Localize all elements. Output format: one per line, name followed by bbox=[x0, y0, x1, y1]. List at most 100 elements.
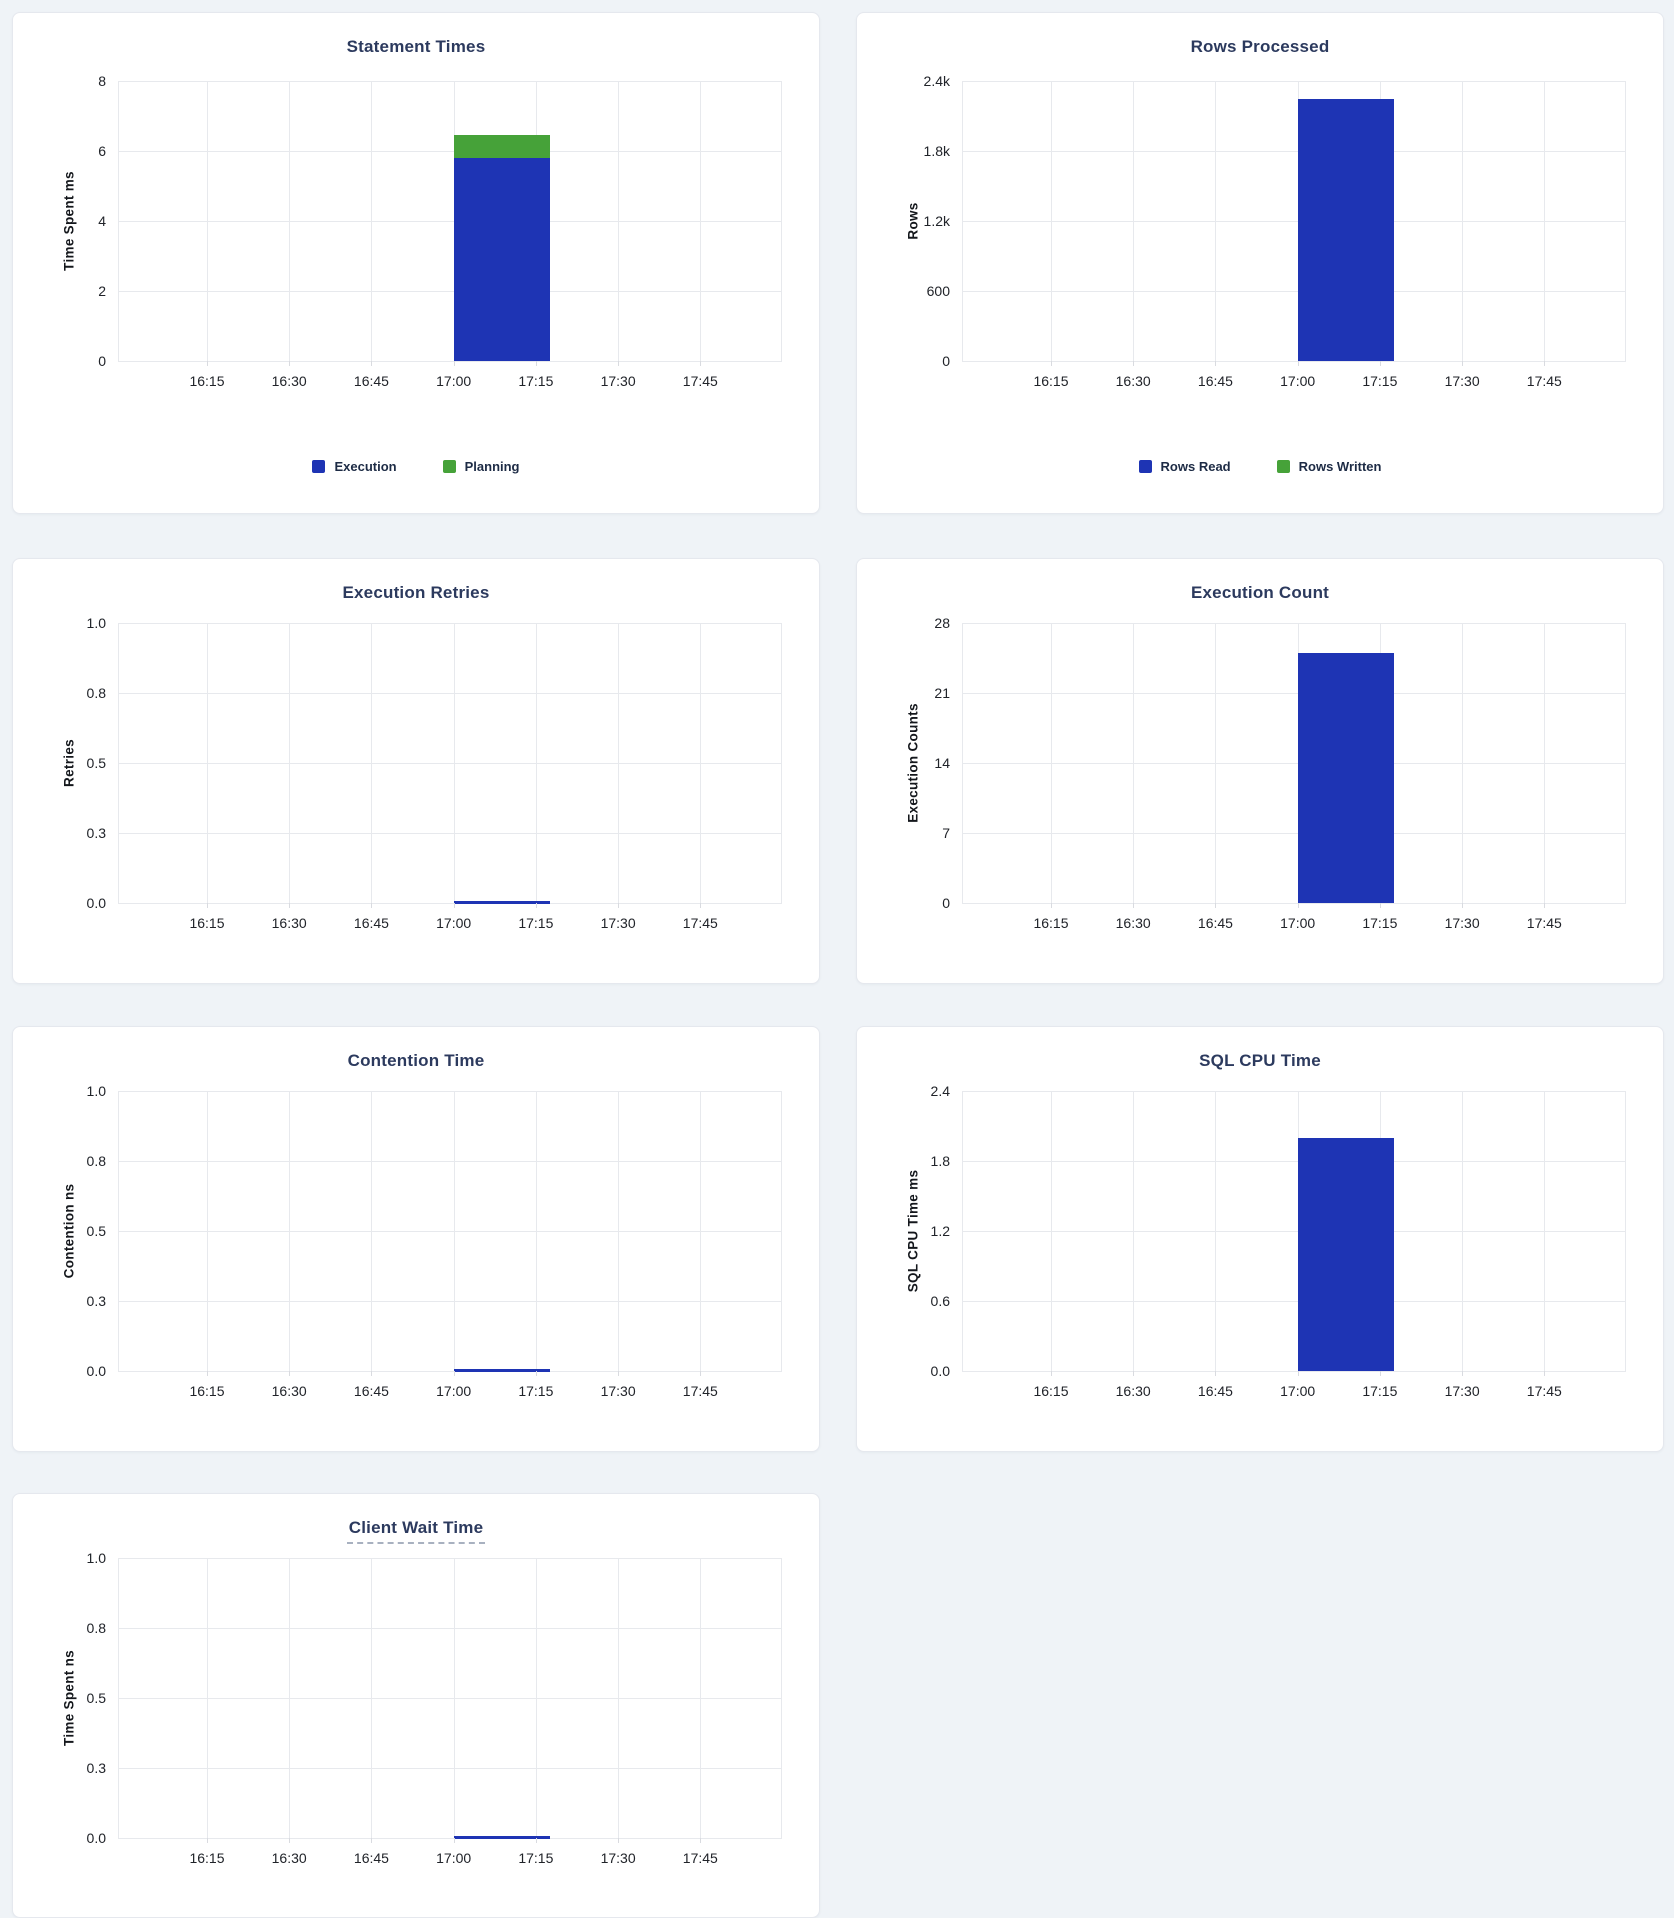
x-tick-label: 17:45 bbox=[1526, 373, 1562, 389]
x-tick-mark bbox=[453, 1371, 455, 1376]
y-tick-label: 0.5 bbox=[86, 755, 106, 771]
x-tick-mark bbox=[1462, 361, 1464, 366]
x-tick-label: 16:15 bbox=[189, 373, 225, 389]
x-tick-mark bbox=[289, 903, 291, 908]
chart-title: Contention Time bbox=[13, 1051, 819, 1071]
x-tick-label: 17:30 bbox=[1444, 1383, 1480, 1399]
gridline-horizontal bbox=[118, 1371, 782, 1372]
gridline-horizontal bbox=[962, 763, 1626, 764]
x-tick-mark bbox=[1462, 903, 1464, 908]
gridline-horizontal bbox=[962, 1091, 1626, 1092]
x-tick-mark bbox=[535, 1838, 537, 1843]
x-tick-label: 17:00 bbox=[436, 1850, 472, 1866]
x-tick-label: 17:30 bbox=[1444, 373, 1480, 389]
gridline-horizontal bbox=[118, 151, 782, 152]
legend-label: Planning bbox=[464, 459, 520, 474]
y-tick-label: 21 bbox=[934, 685, 950, 701]
gridline-vertical bbox=[1462, 623, 1464, 903]
x-tick-mark bbox=[289, 361, 291, 366]
gridline-horizontal bbox=[962, 291, 1626, 292]
x-tick-mark bbox=[371, 1371, 373, 1376]
x-tick-mark bbox=[1297, 361, 1299, 366]
y-tick-label: 0.5 bbox=[86, 1690, 106, 1706]
x-tick-mark bbox=[535, 361, 537, 366]
legend-item-execution: Execution bbox=[312, 459, 397, 474]
chart-card-rows-processed: Rows Processed Rows 2.4k 1.8k 1.2k 600 0 16:15 1… bbox=[856, 12, 1664, 514]
gridline-vertical bbox=[535, 623, 537, 903]
y-tick-label: 1.2 bbox=[930, 1223, 950, 1239]
y-tick-label: 0.0 bbox=[930, 1363, 950, 1379]
gridline-vertical bbox=[206, 623, 208, 903]
gridline-horizontal bbox=[118, 1231, 782, 1232]
x-tick-label: 16:15 bbox=[1033, 1383, 1069, 1399]
gridline-vertical bbox=[371, 1558, 373, 1838]
x-tick-mark bbox=[206, 1838, 208, 1843]
y-tick-label: 1.0 bbox=[86, 1550, 106, 1566]
x-tick-label: 17:30 bbox=[600, 1383, 636, 1399]
legend-swatch-icon bbox=[312, 460, 326, 473]
gridline-horizontal bbox=[118, 903, 782, 904]
x-tick-mark bbox=[700, 1838, 702, 1843]
y-tick-label: 0.6 bbox=[930, 1293, 950, 1309]
x-tick-label: 17:00 bbox=[436, 373, 472, 389]
plot-area bbox=[962, 81, 1626, 362]
gridline-horizontal bbox=[962, 833, 1626, 834]
x-tick-mark bbox=[1379, 1371, 1381, 1376]
gridline-horizontal bbox=[962, 81, 1626, 82]
zero-value-line-client-wait bbox=[453, 1836, 550, 1839]
plot-edge-line bbox=[781, 623, 782, 903]
chart-card-sql-cpu-time: SQL CPU Time SQL CPU Time ms 2.4 1.8 1.2 0.6 0… bbox=[856, 1026, 1664, 1452]
x-tick-label: 16:30 bbox=[1115, 373, 1151, 389]
gridline-vertical bbox=[1544, 623, 1546, 903]
y-tick-label: 0.8 bbox=[86, 685, 106, 701]
gridline-vertical bbox=[1050, 623, 1052, 903]
x-tick-mark bbox=[1544, 361, 1546, 366]
gridline-vertical bbox=[289, 81, 291, 361]
y-tick-label: 1.8 bbox=[930, 1153, 950, 1169]
x-tick-label: 17:15 bbox=[1362, 373, 1398, 389]
x-tick-label: 17:30 bbox=[600, 1850, 636, 1866]
chart-title-text[interactable]: Client Wait Time bbox=[346, 1518, 486, 1544]
x-tick-label: 17:45 bbox=[682, 915, 718, 931]
y-tick-label: 600 bbox=[926, 283, 950, 299]
x-tick-mark bbox=[453, 1838, 455, 1843]
plot-area bbox=[118, 623, 782, 904]
y-tick-label: 6 bbox=[98, 143, 106, 159]
gridline-vertical bbox=[618, 1558, 620, 1838]
x-tick-label: 17:15 bbox=[1362, 1383, 1398, 1399]
x-tick-label: 16:45 bbox=[1197, 373, 1233, 389]
x-tick-label: 16:30 bbox=[1115, 1383, 1151, 1399]
gridline-vertical bbox=[618, 81, 620, 361]
legend-label: Rows Read bbox=[1160, 459, 1231, 474]
x-tick-label: 16:15 bbox=[189, 1383, 225, 1399]
x-tick-label: 16:45 bbox=[1197, 1383, 1233, 1399]
gridline-horizontal bbox=[962, 361, 1626, 362]
gridline-horizontal bbox=[962, 221, 1626, 222]
x-tick-mark bbox=[618, 1838, 620, 1843]
x-tick-label: 16:45 bbox=[353, 915, 389, 931]
x-tick-mark bbox=[1050, 361, 1052, 366]
y-tick-label: 0.0 bbox=[86, 1830, 106, 1846]
plot-edge-line bbox=[118, 1558, 119, 1838]
x-tick-mark bbox=[206, 1371, 208, 1376]
chart-title-text: Contention Time bbox=[347, 1051, 485, 1070]
x-tick-mark bbox=[1297, 1371, 1299, 1376]
plot-edge-line bbox=[781, 81, 782, 361]
chart-title: Execution Count bbox=[857, 583, 1663, 603]
x-tick-label: 16:15 bbox=[189, 1850, 225, 1866]
x-tick-label: 16:45 bbox=[1197, 915, 1233, 931]
gridline-vertical bbox=[206, 81, 208, 361]
gridline-vertical bbox=[289, 1558, 291, 1838]
legend-label: Rows Written bbox=[1298, 459, 1382, 474]
legend-label: Execution bbox=[334, 459, 397, 474]
gridline-horizontal bbox=[118, 1161, 782, 1162]
chart-card-execution-count: Execution Count Execution Counts 28 21 14 7 0 1… bbox=[856, 558, 1664, 984]
plot-edge-line bbox=[962, 81, 963, 361]
gridline-vertical bbox=[1462, 1091, 1464, 1371]
y-tick-label: 2 bbox=[98, 283, 106, 299]
plot-edge-line bbox=[781, 1558, 782, 1838]
gridline-vertical bbox=[1050, 1091, 1052, 1371]
plot-edge-line bbox=[781, 1091, 782, 1371]
bar-execution-count bbox=[1297, 653, 1394, 903]
gridline-vertical bbox=[700, 1091, 702, 1371]
